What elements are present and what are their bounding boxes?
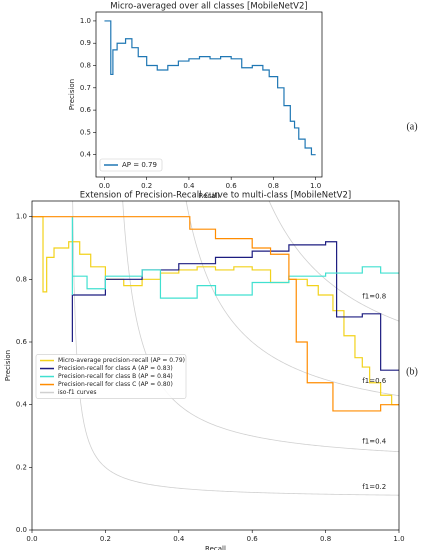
x-tick-label: 1.0 <box>310 182 321 190</box>
y-tick-label: 1.0 <box>80 17 91 25</box>
series-line <box>104 20 316 156</box>
y-tick-label: 0.2 <box>16 463 27 471</box>
legend-label: iso-f1 curves <box>58 389 97 396</box>
x-tick-label: 0.4 <box>173 535 185 543</box>
x-tick-label: 1.0 <box>393 535 404 543</box>
y-tick-label: 0.8 <box>16 275 27 283</box>
legend-label: Micro-average precision-recall (AP = 0.7… <box>58 357 185 364</box>
legend-label: AP = 0.79 <box>122 161 157 169</box>
y-tick-label: 0.8 <box>80 62 91 70</box>
x-tick-label: 0.2 <box>141 182 152 190</box>
iso-f1-label: f1=0.6 <box>362 377 386 385</box>
iso-f1-curve <box>122 201 399 453</box>
iso-f1-curve <box>72 201 399 496</box>
x-axis-label: Recall <box>199 192 220 200</box>
x-tick-label: 0.0 <box>99 182 110 190</box>
series-line <box>71 241 399 371</box>
iso-f1-label: f1=0.8 <box>362 292 386 300</box>
x-tick-label: 0.8 <box>268 182 279 190</box>
y-tick-label: 0.0 <box>16 526 27 534</box>
y-tick-label: 0.4 <box>16 401 28 409</box>
iso-f1-label: f1=0.2 <box>362 483 386 491</box>
x-tick-label: 0.0 <box>26 535 37 543</box>
plot-area <box>104 20 316 156</box>
series-line <box>71 216 399 299</box>
legend-box <box>99 158 163 172</box>
y-tick-label: 0.4 <box>80 151 92 159</box>
x-tick-label: 0.2 <box>100 535 111 543</box>
y-tick-label: 0.5 <box>80 128 91 136</box>
x-tick-label: 0.6 <box>247 535 259 543</box>
panel-label: (b) <box>406 366 418 377</box>
series-line <box>32 216 399 412</box>
iso-f1-label: f1=0.4 <box>362 437 386 445</box>
y-tick-label: 0.6 <box>16 338 28 346</box>
y-tick-label: 0.9 <box>80 39 91 47</box>
y-axis-label: Precision <box>4 350 12 381</box>
chart-title: Micro-averaged over all classes [MobileN… <box>110 2 307 12</box>
y-tick-label: 0.6 <box>80 106 92 114</box>
axes-frame <box>31 200 400 531</box>
x-tick-label: 0.6 <box>226 182 238 190</box>
y-tick-label: 1.0 <box>16 213 27 221</box>
iso-f1-curve <box>185 201 399 397</box>
axes-frame <box>95 11 323 178</box>
panel-label: (a) <box>406 121 417 132</box>
chart-title: Extension of Precision-Recall curve to m… <box>80 191 351 201</box>
legend-label: Precision-recall for class A (AP = 0.83) <box>58 365 173 372</box>
x-axis-label: Recall <box>205 545 226 550</box>
legend-box <box>35 354 187 399</box>
legend-label: Precision-recall for class B (AP = 0.84) <box>58 373 173 380</box>
series-line <box>32 216 399 406</box>
y-axis-label: Precision <box>68 79 76 110</box>
x-tick-label: 0.8 <box>320 535 331 543</box>
y-tick-label: 0.7 <box>80 84 91 92</box>
iso-f1-curve <box>268 201 399 322</box>
legend-label: Precision-recall for class C (AP = 0.80) <box>58 381 173 388</box>
x-tick-label: 0.4 <box>183 182 195 190</box>
plot-area <box>32 201 399 496</box>
